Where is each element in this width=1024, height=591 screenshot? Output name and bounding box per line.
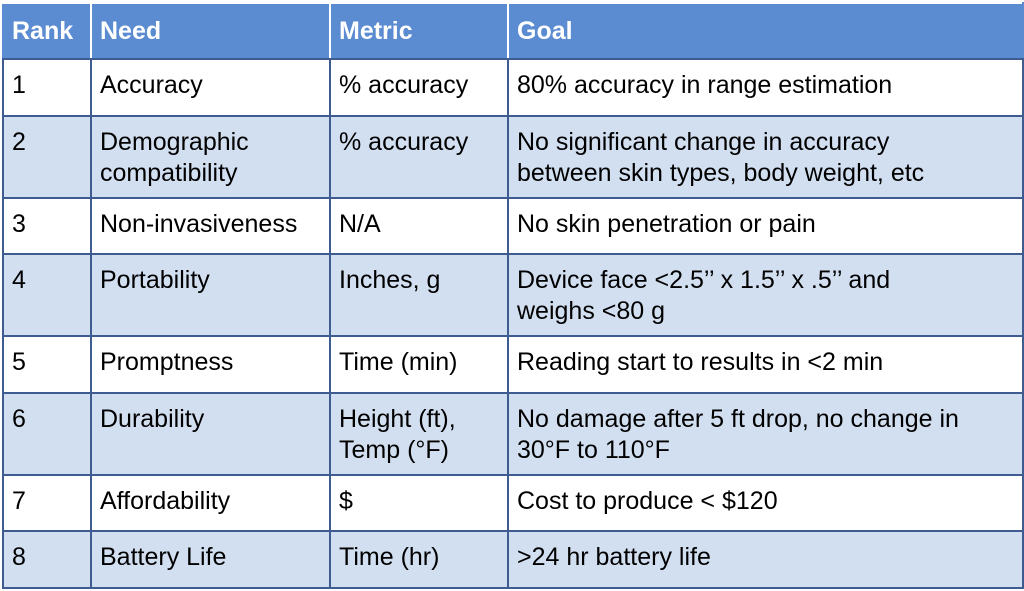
rank-cell: 7 (2, 473, 92, 533)
header-need: Need (90, 2, 331, 60)
need-cell: Non-invasiveness (90, 196, 331, 256)
goal-cell: Cost to produce < $120 (507, 473, 1024, 533)
header-rank: Rank (2, 2, 92, 60)
metric-cell: Time (hr) (329, 530, 509, 589)
rank-cell: 6 (2, 391, 92, 476)
goal-cell: No damage after 5 ft drop, no change in … (507, 391, 1024, 476)
header-row: Rank Need Metric Goal (2, 2, 1024, 60)
goal-cell: Device face <2.5’’ x 1.5’’ x .5’’ and we… (507, 253, 1024, 338)
table-row: 2 Demographic compatibility % accuracy N… (2, 114, 1024, 199)
header-metric: Metric (329, 2, 509, 60)
rank-cell: 1 (2, 58, 92, 117)
table-row: 5 Promptness Time (min) Reading start to… (2, 335, 1024, 394)
metric-cell: N/A (329, 196, 509, 256)
need-cell: Accuracy (90, 58, 331, 117)
table-row: 1 Accuracy % accuracy 80% accuracy in ra… (2, 58, 1024, 117)
metric-cell: $ (329, 473, 509, 533)
goal-cell: Reading start to results in <2 min (507, 335, 1024, 394)
rank-cell: 3 (2, 196, 92, 256)
need-cell: Battery Life (90, 530, 331, 589)
need-cell: Portability (90, 253, 331, 338)
goal-cell: 80% accuracy in range estimation (507, 58, 1024, 117)
table-row: 8 Battery Life Time (hr) >24 hr battery … (2, 530, 1024, 589)
need-cell: Demographic compatibility (90, 114, 331, 199)
table-row: 4 Portability Inches, g Device face <2.5… (2, 253, 1024, 338)
metric-cell: % accuracy (329, 58, 509, 117)
need-cell: Durability (90, 391, 331, 476)
need-cell: Affordability (90, 473, 331, 533)
goal-cell: >24 hr battery life (507, 530, 1024, 589)
header-goal: Goal (507, 2, 1024, 60)
rank-cell: 4 (2, 253, 92, 338)
table-row: 3 Non-invasiveness N/A No skin penetrati… (2, 196, 1024, 256)
rank-cell: 5 (2, 335, 92, 394)
rank-cell: 2 (2, 114, 92, 199)
metric-cell: Height (ft), Temp (°F) (329, 391, 509, 476)
table-row: 6 Durability Height (ft), Temp (°F) No d… (2, 391, 1024, 476)
need-cell: Promptness (90, 335, 331, 394)
goal-cell: No skin penetration or pain (507, 196, 1024, 256)
goal-cell: No significant change in accuracy betwee… (507, 114, 1024, 199)
rank-cell: 8 (2, 530, 92, 589)
metric-cell: Inches, g (329, 253, 509, 338)
metric-cell: % accuracy (329, 114, 509, 199)
metric-cell: Time (min) (329, 335, 509, 394)
table-row: 7 Affordability $ Cost to produce < $120 (2, 473, 1024, 533)
